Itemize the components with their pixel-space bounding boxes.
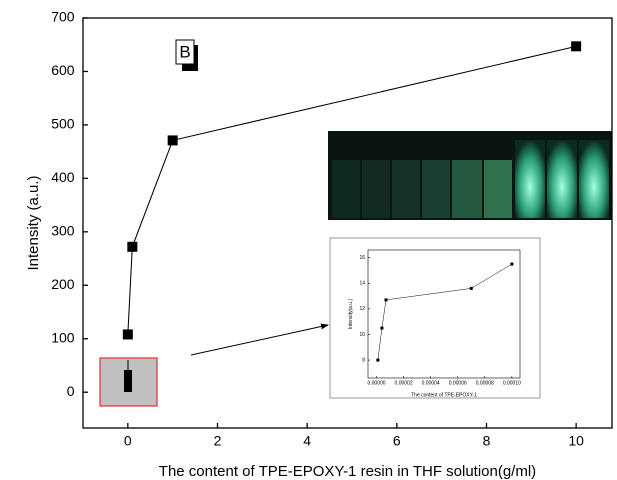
x-tick-label: 6 [393,433,401,449]
y-tick-label: 10 [359,332,365,338]
data-point [376,358,380,362]
x-tick-label: 0.00008 [476,380,494,386]
x-axis-label: The content of TPE-EPOXY-1 resin in THF … [159,463,536,480]
data-point [380,326,384,330]
x-tick-label: 0.00006 [449,380,467,386]
label-b: B [175,39,198,71]
y-tick-label: 0 [67,383,75,399]
annotation: B [179,42,190,61]
data-line [127,45,577,335]
y-tick-label: 14 [359,281,365,287]
data-point [127,241,138,252]
y-tick-label: 300 [51,223,75,239]
data-point [571,41,582,52]
y-tick-label: 100 [51,329,75,345]
plot-frame [82,17,613,429]
x-tick-label: 2 [214,433,222,449]
data-point [122,329,133,340]
x-tick-label: 0 [124,433,132,449]
y-tick-label: 8 [362,357,365,363]
x-tick-label: 8 [483,433,491,449]
y-tick-label: 200 [51,276,75,292]
x-tick-label: 0.00000 [367,380,385,386]
data-point [510,262,514,266]
arrow [190,323,329,356]
photo [328,131,612,220]
x-tick-label: 0.00002 [395,380,413,386]
x-tick-label: 4 [303,433,311,449]
plot-frame [367,249,521,379]
zoom-box [99,357,158,407]
y-axis-label: Intensity (a.u.) [25,175,42,270]
y-tick-label: 600 [51,62,75,78]
y-tick-label: 500 [51,116,75,132]
y-tick-label: 700 [51,9,75,25]
x-axis-label: The content of TPE-EPOXY-1 [411,392,477,398]
data-point [469,286,473,290]
data-point [384,298,388,302]
y-tick-label: 16 [359,255,365,261]
data-point [167,135,178,146]
x-tick-label: 0.00004 [422,380,440,386]
inset-frame [329,237,541,399]
x-tick-label: 10 [568,433,584,449]
x-tick-label: 0.00010 [503,380,521,386]
y-tick-label: 12 [359,306,365,312]
y-axis-label: Intensity(a.u.) [348,299,354,330]
y-tick-label: 400 [51,169,75,185]
